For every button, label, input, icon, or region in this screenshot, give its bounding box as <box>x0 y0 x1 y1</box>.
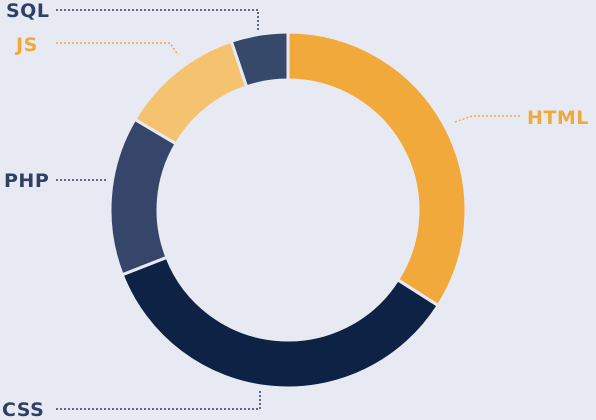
slice-html <box>286 30 468 308</box>
slice-label-sql: SQL <box>6 0 49 22</box>
slices <box>108 30 468 390</box>
leader-line-js <box>56 42 179 56</box>
leader-lines <box>56 9 522 410</box>
slice-label-php: PHP <box>4 170 49 192</box>
slice-label-css: CSS <box>2 399 44 420</box>
slice-label-js: JS <box>14 34 38 56</box>
slice-sql <box>229 30 290 89</box>
leader-line-css <box>56 390 261 410</box>
slice-label-html: HTML <box>527 107 589 129</box>
slice-css <box>120 255 441 390</box>
slice-js <box>132 39 249 146</box>
leader-line-html <box>454 115 522 123</box>
leader-line-sql <box>56 9 259 32</box>
slice-php <box>108 117 179 277</box>
